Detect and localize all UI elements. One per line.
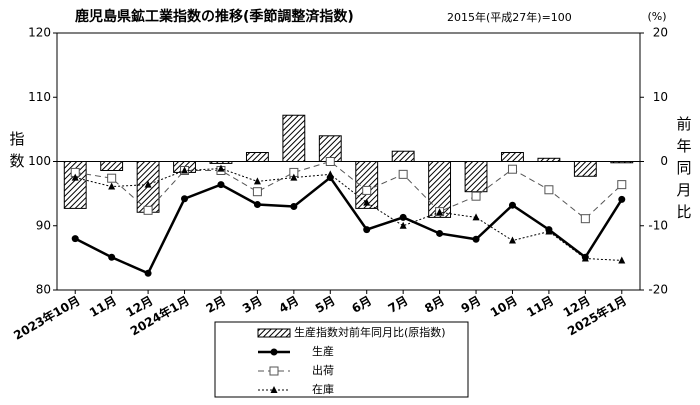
y-tick-label: 110 [28, 90, 51, 104]
y2-tick-label: -20 [648, 283, 668, 297]
point [363, 198, 371, 206]
y2-tick-label: 10 [653, 90, 668, 104]
point [399, 213, 407, 221]
line [75, 160, 623, 220]
x-tick-label: 6月 [349, 294, 374, 316]
legend-label: 在庫 [312, 382, 334, 396]
x-tick-label: 4月 [276, 294, 301, 316]
bar [428, 161, 452, 218]
x-tick-label: 7月 [386, 294, 411, 316]
point [362, 185, 372, 195]
bar [355, 161, 379, 209]
point [436, 208, 444, 216]
point [472, 235, 480, 243]
point [181, 166, 189, 174]
x-tick-label: 8月 [422, 294, 447, 316]
point [544, 185, 554, 195]
bar [209, 161, 233, 164]
bar [464, 161, 488, 193]
point [326, 170, 334, 178]
point [580, 214, 590, 224]
point [618, 256, 626, 264]
chart-subtitle: 2015年(平成27年)=100 [447, 10, 572, 24]
legend-box [214, 321, 469, 398]
legend-label: 出荷 [312, 363, 334, 377]
x-tick-label: 9月 [459, 294, 484, 316]
bar [537, 157, 561, 163]
legend-marker [270, 386, 278, 393]
y2-axis-title: 前年同月比 [676, 115, 691, 221]
line [75, 168, 622, 261]
y-tick-label: 90 [36, 218, 51, 232]
y-tick-label: 80 [36, 283, 51, 297]
point [617, 180, 627, 190]
point [363, 226, 371, 234]
point [108, 182, 116, 190]
point [143, 205, 153, 215]
point [71, 173, 79, 181]
point [253, 201, 261, 209]
x-tick-label: 10月 [488, 294, 520, 320]
x-tick-label: 11月 [87, 294, 119, 320]
point [471, 191, 481, 201]
point [144, 269, 152, 277]
point [436, 229, 444, 237]
point [253, 177, 261, 185]
point [472, 213, 480, 221]
legend-label: 生産指数対前年同月比(原指数) [294, 325, 446, 339]
y-axis-title: 指数 [9, 130, 24, 170]
bar [391, 150, 415, 163]
point [325, 157, 335, 166]
point [217, 164, 225, 172]
legend-swatch [257, 328, 291, 338]
point [581, 254, 589, 262]
x-tick-label: 2月 [204, 294, 229, 316]
point [508, 236, 516, 244]
line [74, 175, 623, 275]
point [290, 202, 298, 210]
x-tick-label: 2023年10月 [11, 293, 83, 343]
bar [610, 161, 634, 164]
x-tick-label: 5月 [313, 294, 338, 316]
legend-marker [270, 348, 278, 356]
point [399, 221, 407, 229]
y-tick-label: 120 [28, 26, 51, 40]
point [290, 173, 298, 181]
bar [282, 114, 306, 162]
point [508, 201, 516, 209]
point [181, 195, 189, 203]
y2-tick-label: 20 [653, 26, 668, 40]
bar [501, 152, 524, 163]
x-tick-label: 3月 [240, 294, 265, 316]
x-tick-label: 11月 [524, 294, 556, 320]
point [618, 195, 626, 203]
point [507, 164, 517, 174]
bar [245, 152, 269, 163]
legend-marker [269, 366, 279, 376]
bar [573, 161, 597, 177]
y2-tick-label: 0 [660, 154, 668, 168]
point [108, 253, 116, 261]
point [545, 227, 553, 235]
y2-unit: (%) [647, 10, 666, 23]
bar [100, 161, 124, 171]
point [252, 187, 262, 197]
y2-tick-label: -10 [648, 218, 668, 232]
point [107, 173, 117, 183]
point [71, 235, 79, 243]
point [398, 169, 408, 179]
point [217, 181, 225, 189]
chart-title: 鹿児島県鉱工業指数の推移(季節調整済指数) [74, 8, 354, 25]
legend-label: 生産 [312, 344, 334, 358]
y-tick-label: 100 [28, 154, 51, 168]
point [144, 180, 152, 188]
